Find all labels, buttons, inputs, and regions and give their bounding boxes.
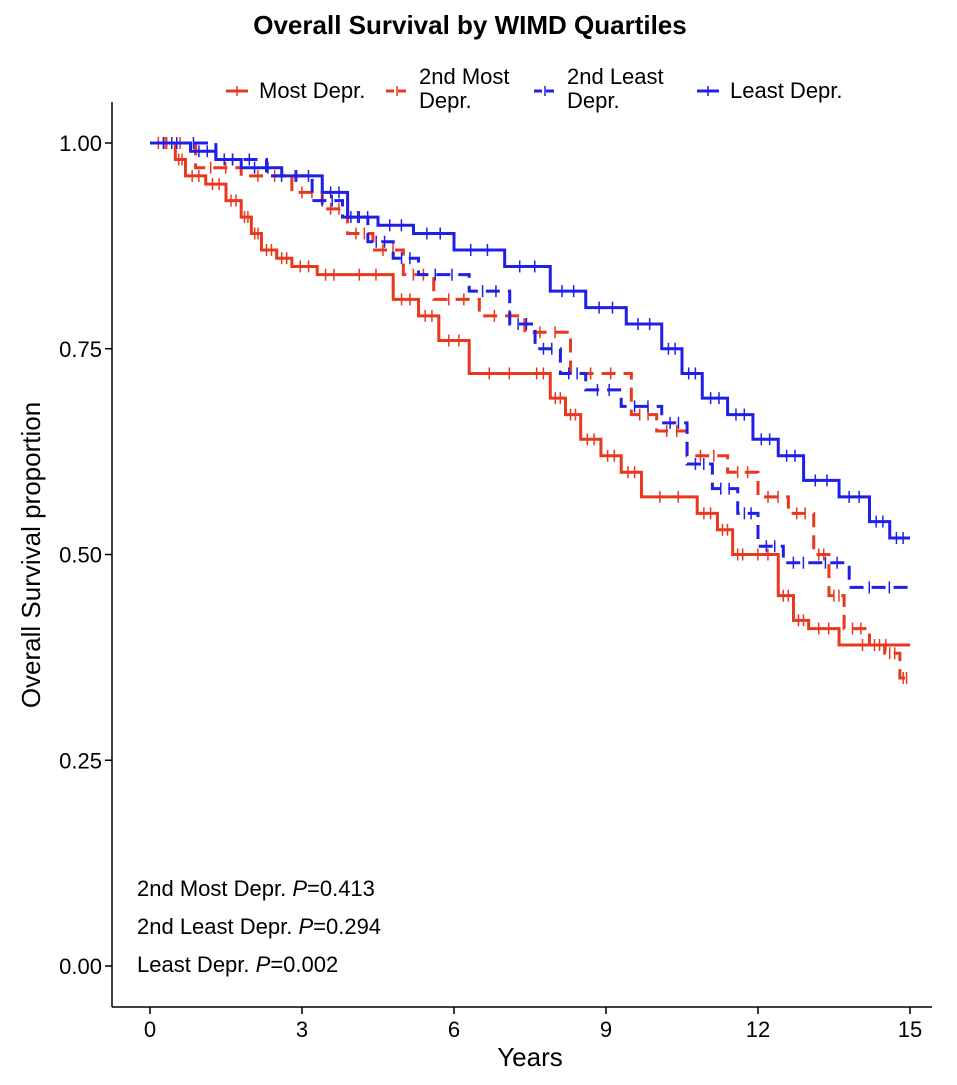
x-axis-title: Years bbox=[497, 1042, 563, 1072]
y-tick-label: 0.75 bbox=[59, 337, 102, 362]
p-value-annotation-1: 2nd Least Depr. P=0.294 bbox=[137, 914, 381, 939]
series-line-2 bbox=[150, 141, 910, 589]
x-tick-label: 12 bbox=[746, 1017, 770, 1042]
legend-label: Depr. bbox=[567, 88, 620, 113]
legend-label: Most Depr. bbox=[259, 78, 365, 103]
legend-item-3: Least Depr. bbox=[697, 78, 843, 103]
x-tick-label: 9 bbox=[600, 1017, 612, 1042]
legend-label: 2nd Least bbox=[567, 64, 664, 89]
p-value-annotation-0: 2nd Most Depr. P=0.413 bbox=[137, 876, 375, 901]
legend-label: 2nd Most bbox=[419, 64, 510, 89]
x-tick-label: 15 bbox=[898, 1017, 922, 1042]
y-tick-label: 0.25 bbox=[59, 748, 102, 773]
series-line-3 bbox=[150, 141, 910, 540]
x-tick-label: 6 bbox=[448, 1017, 460, 1042]
x-tick-label: 0 bbox=[144, 1017, 156, 1042]
y-tick-label: 0.50 bbox=[59, 543, 102, 568]
legend-label: Least Depr. bbox=[730, 78, 843, 103]
y-axis-title: Overall Survival proportion bbox=[16, 402, 46, 708]
x-tick-label: 3 bbox=[296, 1017, 308, 1042]
y-tick-label: 1.00 bbox=[59, 131, 102, 156]
series-line-1 bbox=[150, 141, 910, 680]
p-value-annotation-2: Least Depr. P=0.002 bbox=[137, 952, 338, 977]
legend-label: Depr. bbox=[419, 88, 472, 113]
series-line-0 bbox=[150, 141, 910, 647]
chart-title: Overall Survival by WIMD Quartiles bbox=[253, 10, 686, 40]
p-value-annotations: 2nd Most Depr. P=0.413 2nd Least Depr. P=… bbox=[137, 876, 381, 977]
legend-item-0: Most Depr. bbox=[226, 78, 365, 103]
plot-area: 0 3 6 9 12 15 0.00 0.25 0.50 0.75 1.00 bbox=[59, 102, 932, 1042]
y-tick-label: 0.00 bbox=[59, 954, 102, 979]
